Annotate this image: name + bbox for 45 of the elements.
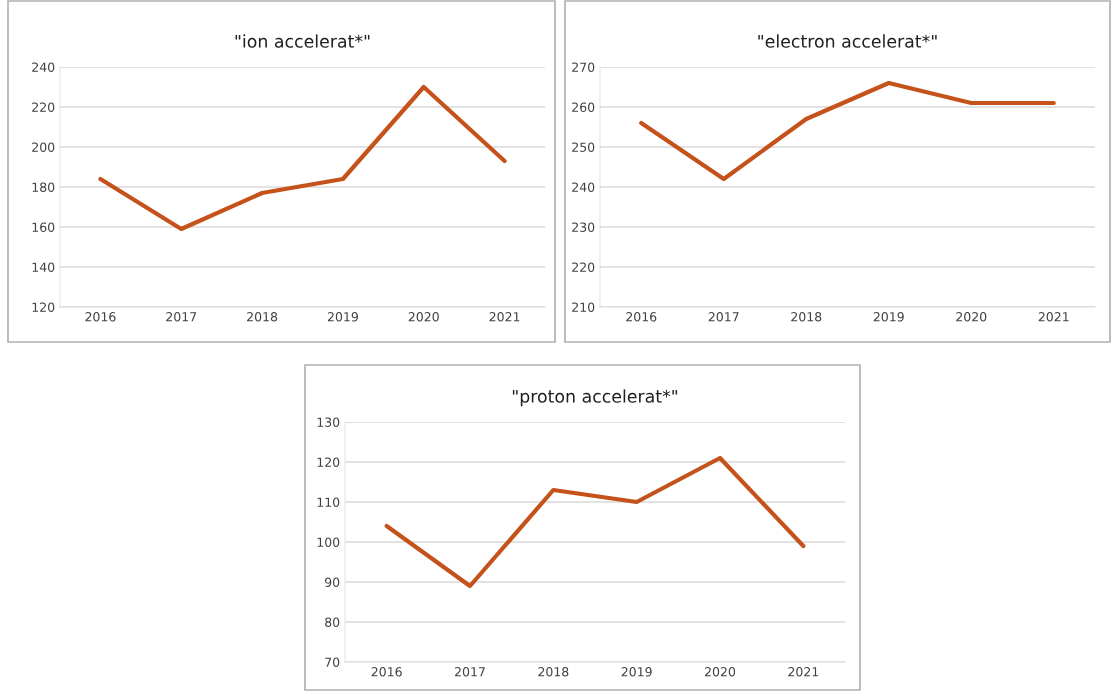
x-tick-label: 2019 xyxy=(873,312,904,322)
line-series xyxy=(639,80,1056,182)
y-tick-label: 270 xyxy=(572,62,595,72)
y-tick-label: 110 xyxy=(317,497,340,507)
y-tick-label: 160 xyxy=(32,222,55,232)
line-series xyxy=(98,84,507,232)
x-tick-label: 2017 xyxy=(455,667,485,677)
x-tick-label: 2018 xyxy=(538,667,569,677)
y-tick-label: 120 xyxy=(317,457,340,467)
x-tick-label: 2021 xyxy=(788,667,819,677)
y-tick-label: 70 xyxy=(325,657,340,667)
y-tick-label: 80 xyxy=(325,617,340,627)
y-tick-label: 230 xyxy=(572,222,595,232)
x-tick-label: 2020 xyxy=(956,312,987,322)
chart-title: "proton accelerat*" xyxy=(512,389,678,407)
y-tick-label: 260 xyxy=(572,102,595,112)
y-tick-label: 180 xyxy=(32,182,55,192)
x-tick-label: 2018 xyxy=(791,312,822,322)
y-tick-label: 240 xyxy=(32,62,55,72)
y-tick-label: 90 xyxy=(325,577,340,587)
x-tick-label: 2020 xyxy=(705,667,736,677)
x-tick-label: 2017 xyxy=(708,312,739,322)
y-tick-label: 200 xyxy=(32,142,55,152)
y-tick-label: 210 xyxy=(572,302,595,312)
y-tick-label: 220 xyxy=(572,262,595,272)
x-tick-label: 2016 xyxy=(371,667,402,677)
y-tick-label: 120 xyxy=(32,302,55,312)
x-tick-label: 2020 xyxy=(408,312,439,322)
line-series xyxy=(384,455,806,589)
x-tick-label: 2018 xyxy=(247,312,278,322)
chart-title: "electron accelerat*" xyxy=(758,34,937,48)
x-tick-label: 2017 xyxy=(166,312,197,322)
chart-title: "ion accelerat*" xyxy=(235,34,370,48)
y-tick-label: 240 xyxy=(572,182,595,192)
x-tick-label: 2016 xyxy=(626,312,657,322)
y-tick-label: 100 xyxy=(317,537,340,547)
x-tick-label: 2021 xyxy=(489,312,520,322)
y-tick-label: 130 xyxy=(317,417,340,427)
y-tick-label: 140 xyxy=(32,262,55,272)
x-tick-label: 2019 xyxy=(327,312,358,322)
x-tick-label: 2019 xyxy=(621,667,652,677)
x-tick-label: 2021 xyxy=(1038,312,1069,322)
x-tick-label: 2016 xyxy=(85,312,116,322)
y-tick-label: 250 xyxy=(572,142,595,152)
y-tick-label: 220 xyxy=(32,102,55,112)
